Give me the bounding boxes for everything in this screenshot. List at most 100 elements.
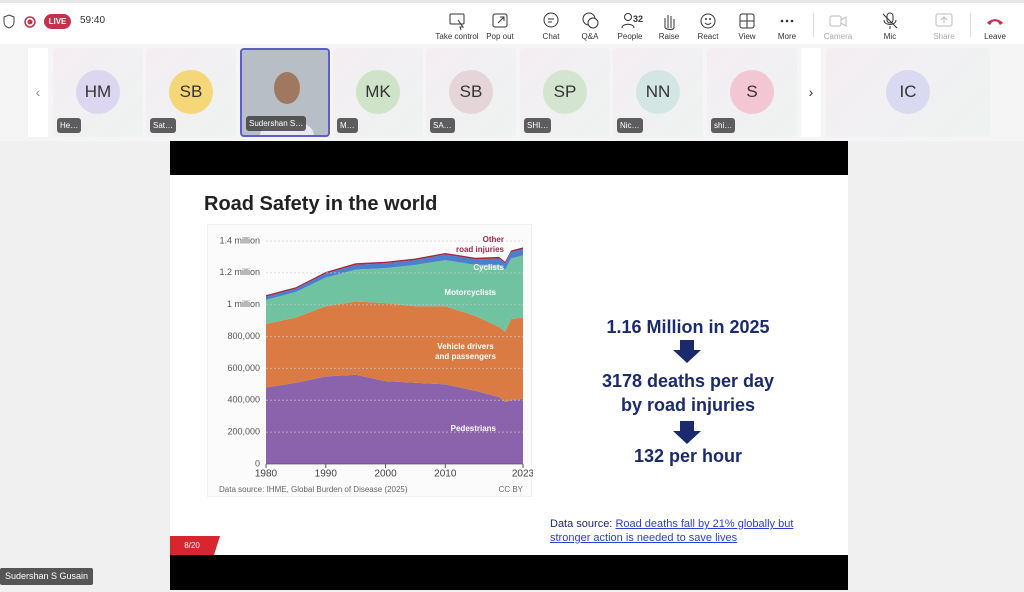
arrow-shape xyxy=(673,421,701,444)
icon-shape xyxy=(935,13,953,27)
page-number: 8/20 xyxy=(184,541,200,550)
y-tick-label: 800,000 xyxy=(227,331,260,341)
avatar: S xyxy=(730,70,774,114)
scroll-right[interactable]: › xyxy=(801,48,821,137)
arrow-shape xyxy=(673,340,701,363)
x-tick-label: 2000 xyxy=(374,469,397,480)
participant-tile[interactable]: IC xyxy=(826,48,990,137)
button-icon[interactable] xyxy=(580,11,600,31)
button-label[interactable]: Leave xyxy=(984,32,1006,41)
button-icon[interactable] xyxy=(828,11,848,31)
series-label: Vehicle drivers and passengers xyxy=(435,342,496,361)
button-icon[interactable] xyxy=(777,11,797,31)
arrow xyxy=(673,340,701,363)
scroll-left[interactable]: ‹ xyxy=(28,48,48,137)
participant-tile[interactable]: NN Nic… xyxy=(613,48,703,137)
icon-shape xyxy=(940,16,948,23)
participant-tile[interactable]: MK M… xyxy=(333,48,423,137)
y-tick-label: 200,000 xyxy=(227,427,260,437)
button-label[interactable]: Pop out xyxy=(486,32,514,41)
icon-shape xyxy=(709,18,711,20)
button-icon[interactable] xyxy=(620,11,640,31)
area xyxy=(266,255,523,332)
button-label[interactable]: Mic xyxy=(883,32,897,41)
button-icon[interactable] xyxy=(934,11,954,31)
button-icon[interactable] xyxy=(737,11,757,31)
participant-tile[interactable]: HM He… xyxy=(53,48,143,137)
area xyxy=(266,248,523,300)
area xyxy=(266,374,523,464)
x-tick-label: 1980 xyxy=(255,469,278,480)
chart: 0 200,000 400,000 600,000 800,000 1 million 1.… xyxy=(219,235,533,494)
series-label: Motorcyclists xyxy=(444,288,496,297)
icon-shape xyxy=(704,22,712,25)
toolbar: LIVE 59:40 32 Take control Pop out Chat Q&A… xyxy=(0,0,1024,44)
button-icon[interactable] xyxy=(490,11,510,31)
icon-shape xyxy=(780,19,784,23)
page-tag-bg xyxy=(170,536,220,555)
avatar: IC xyxy=(886,70,930,114)
person-head xyxy=(274,72,300,104)
icon-shape xyxy=(705,18,707,20)
button-icon[interactable] xyxy=(659,11,679,31)
area xyxy=(266,301,523,402)
source-label: Data source: xyxy=(550,518,613,530)
icon-shape xyxy=(548,18,554,23)
button-label[interactable]: People xyxy=(617,32,643,41)
participant-tile[interactable]: SP SHI… xyxy=(520,48,610,137)
icon-shape xyxy=(700,13,716,29)
participant-tile[interactable]: SB Sat… xyxy=(146,48,236,137)
icon-shape xyxy=(664,15,675,30)
divider xyxy=(813,13,814,37)
participant-tile[interactable]: Sudershan S… xyxy=(240,48,330,137)
button-icon[interactable] xyxy=(985,11,1005,31)
participant-name: Nic… xyxy=(617,118,643,133)
participant-name: He… xyxy=(57,118,82,133)
timer: 59:40 xyxy=(80,15,106,26)
button-icon[interactable] xyxy=(447,11,467,31)
button-label[interactable]: More xyxy=(777,32,797,41)
icon-shape xyxy=(624,13,632,21)
participant-name: shi… xyxy=(711,118,736,133)
avatar: SB xyxy=(449,70,493,114)
participant-name: SA… xyxy=(430,118,455,133)
participant-name: Sudershan S… xyxy=(246,116,307,131)
avatar: SB xyxy=(169,70,213,114)
button-label[interactable]: Camera xyxy=(823,32,853,41)
button-label[interactable]: Q&A xyxy=(581,32,599,41)
icon-shape xyxy=(492,13,508,28)
people-count: 32 xyxy=(633,14,644,24)
y-tick-label: 600,000 xyxy=(227,363,260,373)
y-tick-label: 1.2 million xyxy=(219,267,260,277)
callout: 132 per hour xyxy=(633,446,743,466)
icon-shape xyxy=(497,16,505,24)
source: Data source: Road deaths fall by 21% glo… xyxy=(550,517,793,545)
icon-shape xyxy=(785,19,789,23)
button-icon[interactable] xyxy=(880,11,900,31)
participant-name: Sat… xyxy=(150,118,177,133)
icon-shape xyxy=(840,16,847,27)
icon-shape xyxy=(457,19,464,31)
icon-shape xyxy=(740,14,754,28)
slide-band xyxy=(170,141,848,175)
button-label[interactable]: Take control xyxy=(435,32,479,41)
record-dot xyxy=(27,19,33,25)
button-label[interactable]: View xyxy=(738,32,756,41)
icon-shape xyxy=(621,23,635,29)
icon-shape xyxy=(587,17,599,29)
button-label[interactable]: Chat xyxy=(542,32,560,41)
button-label[interactable]: Raise xyxy=(658,32,680,41)
button-label[interactable]: Share xyxy=(933,32,955,41)
button-icon[interactable] xyxy=(698,11,718,31)
chart-panel: 0 200,000 400,000 600,000 800,000 1 million 1.… xyxy=(207,224,533,497)
y-tick-label: 1.4 million xyxy=(219,235,260,245)
source-link[interactable]: Road deaths fall by 21% globally but str… xyxy=(550,518,794,544)
x-tick-label: 1990 xyxy=(315,469,338,480)
y-tick-label: 400,000 xyxy=(227,395,260,405)
participant-tile[interactable]: SB SA… xyxy=(426,48,516,137)
live-badge: LIVE xyxy=(44,14,71,29)
participant-name: M… xyxy=(337,118,358,133)
button-icon[interactable] xyxy=(541,11,561,31)
button-label[interactable]: React xyxy=(697,32,719,41)
